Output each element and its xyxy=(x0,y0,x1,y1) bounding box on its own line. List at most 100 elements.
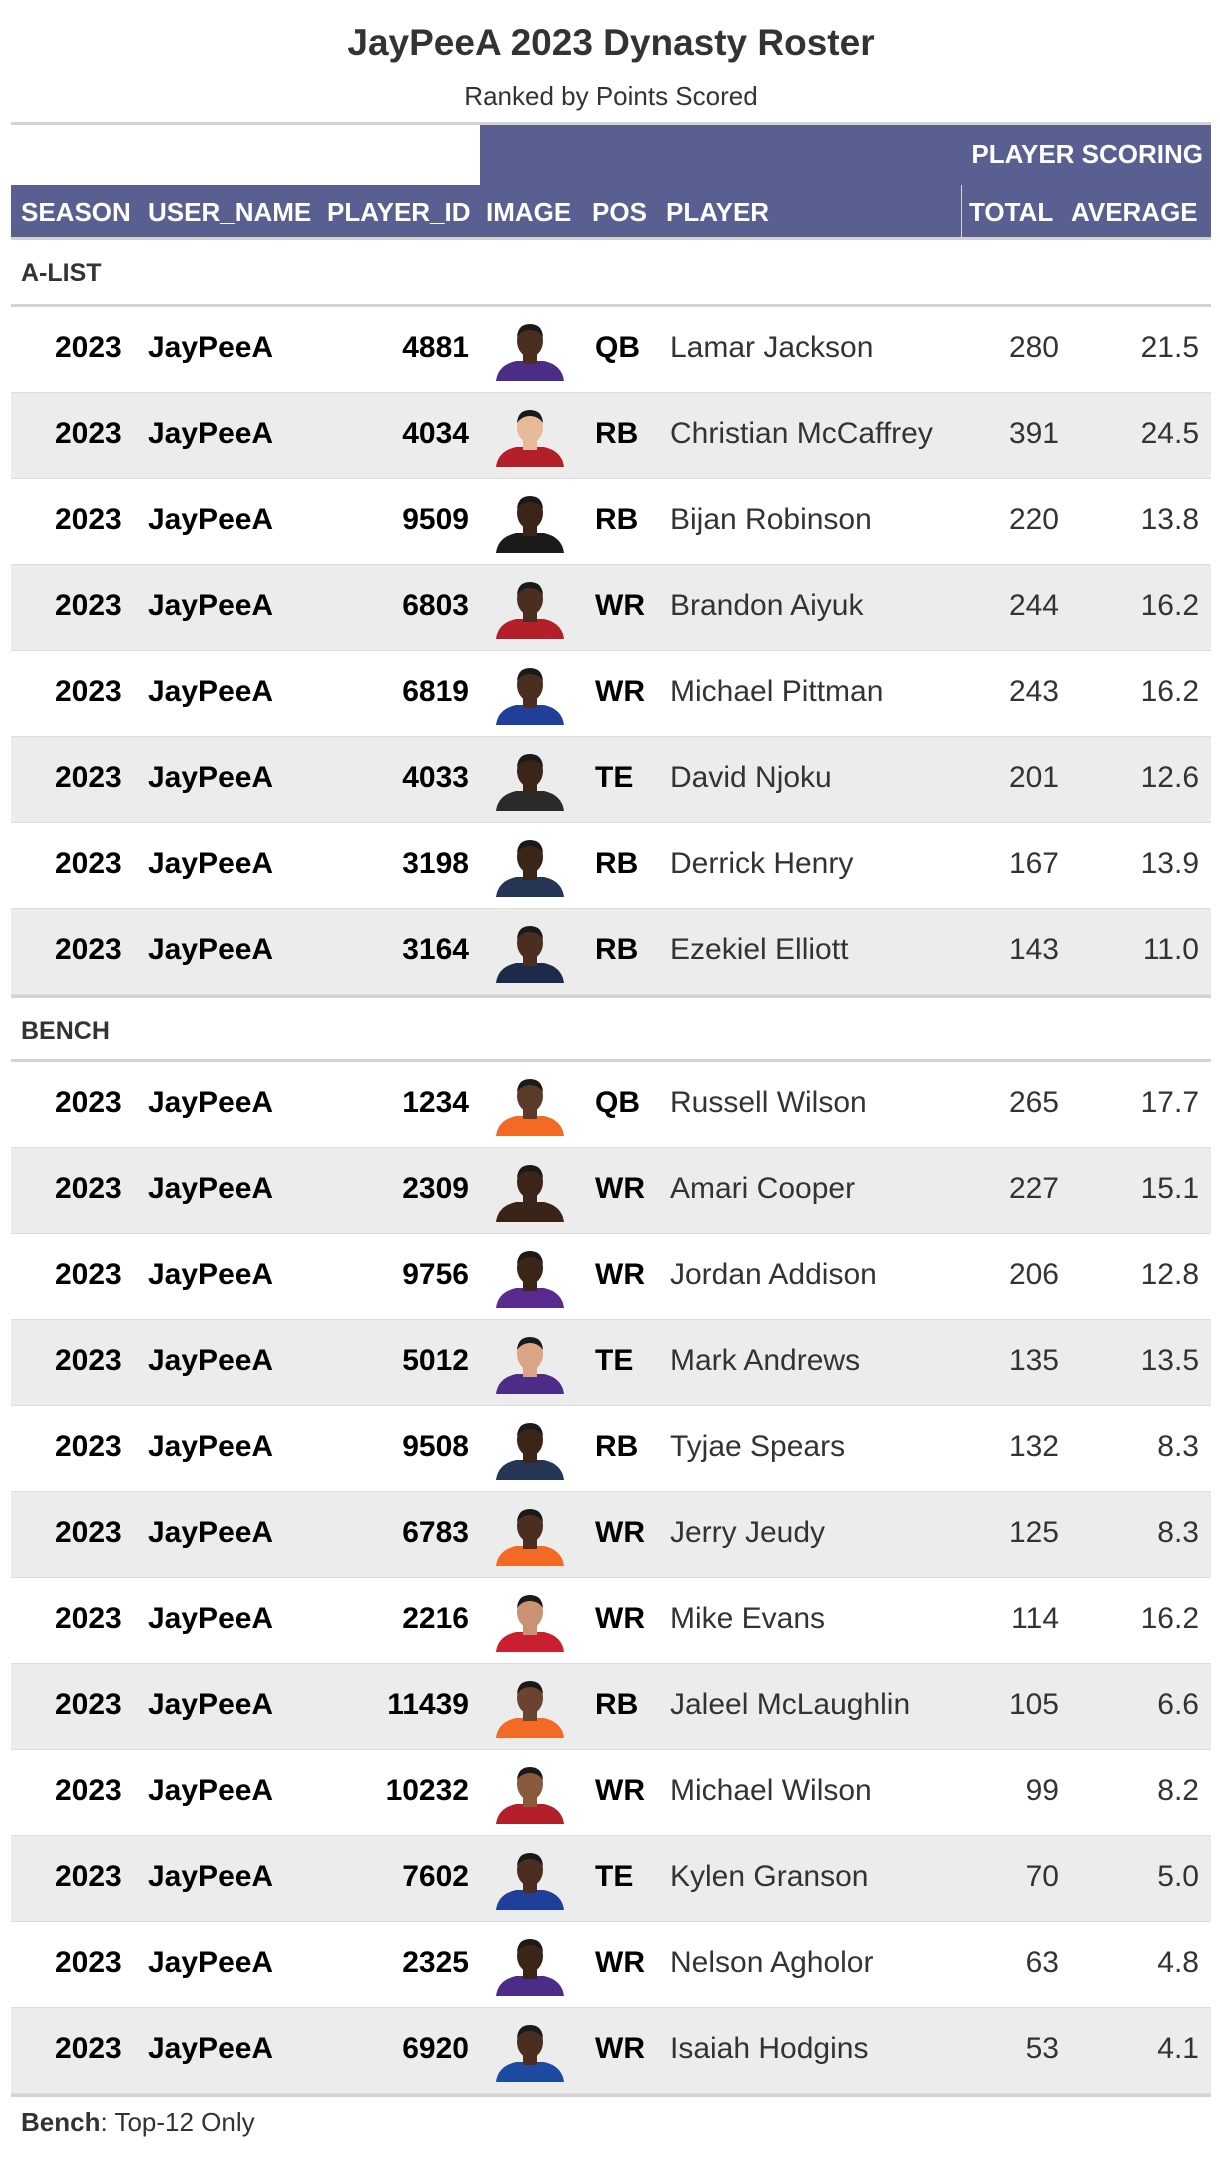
jersey-shape xyxy=(496,791,564,811)
player-headshot-image xyxy=(496,496,564,553)
head-shape xyxy=(517,411,543,443)
player-id-cell: 2309 xyxy=(402,1172,469,1205)
total-points-cell: 143 xyxy=(1008,933,1059,966)
col-header-player-id[interactable]: PLAYER_ID xyxy=(327,197,471,227)
hair-shape xyxy=(517,668,543,681)
neck-shape xyxy=(523,2055,537,2065)
col-header-pos[interactable]: POS xyxy=(592,197,647,227)
hair-shape xyxy=(517,1079,543,1092)
player-name-cell: Kylen Granson xyxy=(670,1860,869,1893)
user-name-cell: JayPeeA xyxy=(148,1688,274,1721)
table-row[interactable]: 2023 JayPeeA 9508 RB Tyjae Spears 132 8.3 xyxy=(11,1406,1211,1492)
season-cell: 2023 xyxy=(55,503,122,536)
table-row[interactable]: 2023 JayPeeA 4881 QB Lamar Jackson 280 21.5 xyxy=(11,307,1211,393)
player-id-cell: 1234 xyxy=(402,1086,469,1119)
player-id-cell: 7602 xyxy=(402,1860,469,1893)
player-name-cell: Jaleel McLaughlin xyxy=(670,1688,911,1721)
hair-shape xyxy=(517,324,543,337)
average-points-cell: 13.9 xyxy=(1140,847,1199,880)
col-header-user-name[interactable]: USER_NAME xyxy=(148,197,312,227)
footnote: Bench: Top-12 Only xyxy=(11,2097,1211,2138)
total-points-cell: 227 xyxy=(1008,1172,1059,1205)
average-points-cell: 6.6 xyxy=(1157,1688,1199,1721)
table-row[interactable]: 2023 JayPeeA 6783 WR Jerry Jeudy 125 8.3 xyxy=(11,1492,1211,1578)
neck-shape xyxy=(523,1367,537,1377)
head-shape xyxy=(517,325,543,357)
table-row[interactable]: 2023 JayPeeA 4033 TE David Njoku 201 12.6 xyxy=(11,737,1211,823)
total-points-cell: 132 xyxy=(1008,1430,1059,1463)
player-scoring-spanner: PLAYER SCORING xyxy=(480,125,1211,185)
neck-shape xyxy=(523,870,537,880)
jersey-shape xyxy=(496,1374,564,1394)
season-cell: 2023 xyxy=(55,761,122,794)
position-cell: WR xyxy=(595,1258,645,1291)
column-divider xyxy=(961,185,962,240)
user-name-cell: JayPeeA xyxy=(148,1172,274,1205)
average-points-cell: 16.2 xyxy=(1140,589,1199,622)
table-row[interactable]: 2023 JayPeeA 3164 RB Ezekiel Elliott 143 11.0 xyxy=(11,909,1211,995)
jersey-shape xyxy=(496,1202,564,1222)
row-group-header: BENCH xyxy=(11,995,1211,1062)
player-name-cell: Christian McCaffrey xyxy=(670,417,933,450)
table-row[interactable]: 2023 JayPeeA 7602 TE Kylen Granson 70 5.0 xyxy=(11,1836,1211,1922)
player-name-cell: Mark Andrews xyxy=(670,1344,861,1377)
average-points-cell: 8.3 xyxy=(1157,1516,1199,1549)
player-headshot-image xyxy=(496,926,564,983)
table-row[interactable]: 2023 JayPeeA 10232 WR Michael Wilson 99 8.2 xyxy=(11,1750,1211,1836)
table-row[interactable]: 2023 JayPeeA 9756 WR Jordan Addison 206 12.8 xyxy=(11,1234,1211,1320)
table-row[interactable]: 2023 JayPeeA 3198 RB Derrick Henry 167 13.9 xyxy=(11,823,1211,909)
user-name-cell: JayPeeA xyxy=(148,417,274,450)
table-row[interactable]: 2023 JayPeeA 6803 WR Brandon Aiyuk 244 16.2 xyxy=(11,565,1211,651)
table-body: A-LIST 2023 JayPeeA 4881 QB Lamar Jackson 280 2… xyxy=(11,240,1211,2094)
player-headshot-image xyxy=(496,1595,564,1652)
table-row[interactable]: 2023 JayPeeA 2309 WR Amari Cooper 227 15.1 xyxy=(11,1148,1211,1234)
table-row[interactable]: 2023 JayPeeA 6819 WR Michael Pittman 243 16.2 xyxy=(11,651,1211,737)
col-header-average[interactable]: AVERAGE xyxy=(1071,197,1198,227)
player-name-cell: Jordan Addison xyxy=(670,1258,877,1291)
col-header-total[interactable]: TOTAL xyxy=(969,197,1054,227)
user-name-cell: JayPeeA xyxy=(148,1258,274,1291)
hair-shape xyxy=(517,496,543,509)
table-row[interactable]: 2023 JayPeeA 11439 RB Jaleel McLaughlin 105 6.… xyxy=(11,1664,1211,1750)
table-row[interactable]: 2023 JayPeeA 9509 RB Bijan Robinson 220 13.8 xyxy=(11,479,1211,565)
head-shape xyxy=(517,1940,543,1972)
col-header-image[interactable]: IMAGE xyxy=(486,197,572,227)
neck-shape xyxy=(523,1281,537,1291)
table-row[interactable]: 2023 JayPeeA 2325 WR Nelson Agholor 63 4.8 xyxy=(11,1922,1211,2008)
hair-shape xyxy=(517,1337,543,1350)
player-name-cell: Michael Wilson xyxy=(670,1774,872,1807)
table-row[interactable]: 2023 JayPeeA 1234 QB Russell Wilson 265 17.7 xyxy=(11,1062,1211,1148)
table-row[interactable]: 2023 JayPeeA 6920 WR Isaiah Hodgins 53 4.1 xyxy=(11,2008,1211,2094)
position-cell: QB xyxy=(595,1086,640,1119)
head-shape xyxy=(517,1768,543,1800)
player-headshot-image xyxy=(496,1767,564,1824)
position-cell: TE xyxy=(595,1344,634,1377)
footnote-label: Bench xyxy=(21,2107,101,2137)
col-header-season[interactable]: SEASON xyxy=(21,197,131,227)
player-id-cell: 4881 xyxy=(402,331,469,364)
position-cell: RB xyxy=(595,847,639,880)
head-shape xyxy=(517,841,543,873)
season-cell: 2023 xyxy=(55,1172,122,1205)
player-id-cell: 9756 xyxy=(402,1258,469,1291)
season-cell: 2023 xyxy=(55,1774,122,1807)
season-cell: 2023 xyxy=(55,675,122,708)
total-points-cell: 53 xyxy=(1025,2032,1059,2065)
table-row[interactable]: 2023 JayPeeA 2216 WR Mike Evans 114 16.2 xyxy=(11,1578,1211,1664)
row-group-header: A-LIST xyxy=(11,240,1211,307)
total-points-cell: 135 xyxy=(1008,1344,1059,1377)
table-row[interactable]: 2023 JayPeeA 4034 RB Christian McCaffrey 391 2… xyxy=(11,393,1211,479)
user-name-cell: JayPeeA xyxy=(148,331,274,364)
jersey-shape xyxy=(496,1718,564,1738)
neck-shape xyxy=(523,440,537,450)
hair-shape xyxy=(517,1509,543,1522)
user-name-cell: JayPeeA xyxy=(148,675,274,708)
table-row[interactable]: 2023 JayPeeA 5012 TE Mark Andrews 135 13.5 xyxy=(11,1320,1211,1406)
player-id-cell: 10232 xyxy=(385,1774,469,1807)
position-cell: RB xyxy=(595,503,639,536)
neck-shape xyxy=(523,1969,537,1979)
jersey-shape xyxy=(496,1116,564,1136)
col-header-player[interactable]: PLAYER xyxy=(666,197,770,227)
page-title: JayPeeA 2023 Dynasty Roster xyxy=(347,22,875,63)
player-name-cell: Russell Wilson xyxy=(670,1086,867,1119)
